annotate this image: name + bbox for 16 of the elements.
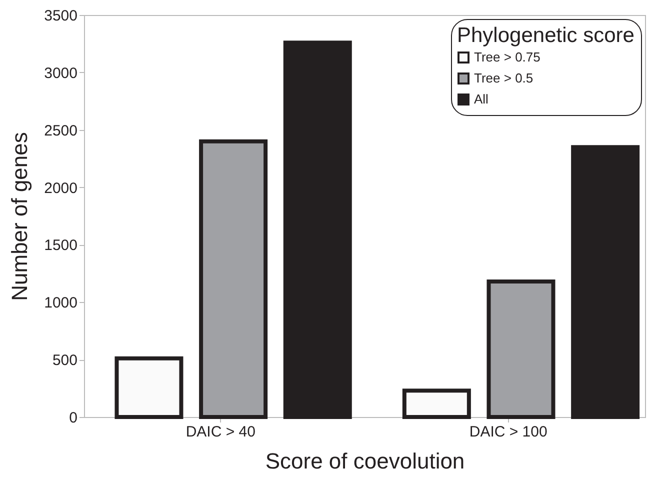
x-tick-label: DAIC > 100 [469,424,548,440]
legend-title: Phylogenetic score [457,24,634,47]
legend-label: Tree > 0.5 [474,70,534,86]
y-tick-label: 2500 [44,122,78,140]
x-tick-label: DAIC > 40 [186,424,256,440]
y-axis-title: Number of genes [7,132,32,301]
y-tick-label: 3500 [44,8,78,24]
legend-label: Tree > 0.75 [474,50,540,64]
x-axis-title: Score of coevolution [265,448,465,474]
y-tick-label: 1000 [44,294,78,312]
y-tick-label: 1500 [44,237,78,254]
y-tick-label: 3000 [44,64,78,82]
legend-label: All [474,92,489,106]
y-tick-label: 2000 [44,180,78,197]
y-tick-label: 500 [52,352,78,370]
y-tick-label: 0 [69,410,78,426]
